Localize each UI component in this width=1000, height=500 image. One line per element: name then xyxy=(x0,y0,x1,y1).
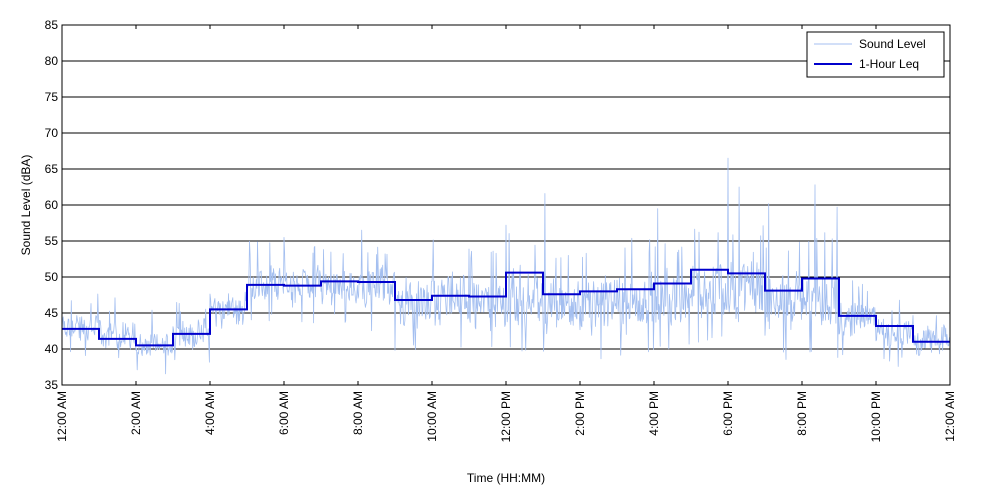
x-tick-label: 2:00 PM xyxy=(573,391,587,436)
leq-series xyxy=(62,268,950,347)
y-tick-label: 85 xyxy=(45,18,59,32)
x-tick-label: 10:00 PM xyxy=(869,391,883,442)
x-tick-label: 12:00 AM xyxy=(55,391,69,442)
x-tick-label: 8:00 AM xyxy=(351,391,365,435)
y-tick-label: 50 xyxy=(45,270,59,284)
x-tick-label: 2:00 AM xyxy=(129,391,143,435)
sound-level-series xyxy=(61,157,951,375)
sound-level-line xyxy=(61,157,951,375)
x-tick-label: 6:00 AM xyxy=(277,391,291,435)
x-tick-label: 10:00 AM xyxy=(425,391,439,442)
y-axis-ticks: 35 40 45 50 55 60 65 70 75 80 85 xyxy=(45,18,950,392)
grid xyxy=(62,60,950,350)
y-tick-label: 70 xyxy=(45,126,59,140)
y-tick-label: 55 xyxy=(45,234,59,248)
legend: Sound Level 1-Hour Leq xyxy=(806,31,945,78)
x-tick-label: 6:00 PM xyxy=(721,391,735,436)
y-tick-label: 65 xyxy=(45,162,59,176)
x-tick-label: 4:00 AM xyxy=(203,391,217,435)
y-tick-label: 35 xyxy=(45,378,59,392)
y-tick-label: 40 xyxy=(45,342,59,356)
legend-box xyxy=(806,31,945,78)
x-tick-label: 12:00 AM xyxy=(943,391,957,442)
x-tick-label: 4:00 PM xyxy=(647,391,661,436)
y-tick-label: 45 xyxy=(45,306,59,320)
legend-label-leq: 1-Hour Leq xyxy=(859,57,919,71)
x-axis-label: Time (HH:MM) xyxy=(467,471,545,485)
x-tick-label: 12:00 PM xyxy=(499,391,513,442)
leq-step-line xyxy=(62,268,950,347)
y-tick-label: 80 xyxy=(45,54,59,68)
x-tick-label: 8:00 PM xyxy=(795,391,809,436)
y-tick-label: 60 xyxy=(45,198,59,212)
legend-label-sound-level: Sound Level xyxy=(859,37,926,51)
x-axis-ticks: 12:00 AM 2:00 AM 4:00 AM 6:00 AM 8:00 AM 10:0… xyxy=(55,25,957,442)
y-axis-label: Sound Level (dBA) xyxy=(19,155,33,256)
y-tick-label: 75 xyxy=(45,90,59,104)
